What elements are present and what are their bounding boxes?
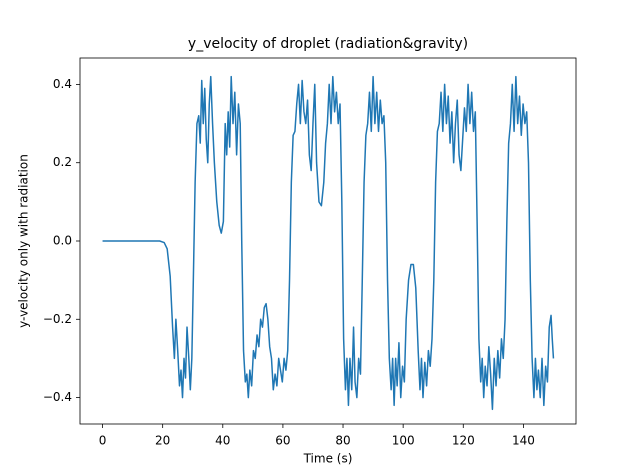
y-tick-label: 0.4 [53,77,72,91]
y-tick-label: 0.0 [53,234,72,248]
x-tick-label: 140 [512,434,535,448]
y-tick-label: 0.2 [53,155,72,169]
x-tick-label: 20 [155,434,170,448]
y-tick-label: −0.2 [43,312,72,326]
data-line [102,75,555,411]
x-tick-label: 80 [335,434,350,448]
x-tick-label: 0 [99,434,107,448]
x-tick-label: 100 [392,434,415,448]
plot-frame [79,57,577,425]
x-tick-label: 120 [452,434,475,448]
x-tick-label: 40 [215,434,230,448]
y-tick-label: −0.4 [43,390,72,404]
chart-title: y_velocity of droplet (radiation&gravity… [188,36,468,52]
x-axis-label: Time (s) [303,452,353,466]
y-axis-label: y-velocity only with radiation [17,154,31,328]
x-tick-label: 60 [275,434,290,448]
